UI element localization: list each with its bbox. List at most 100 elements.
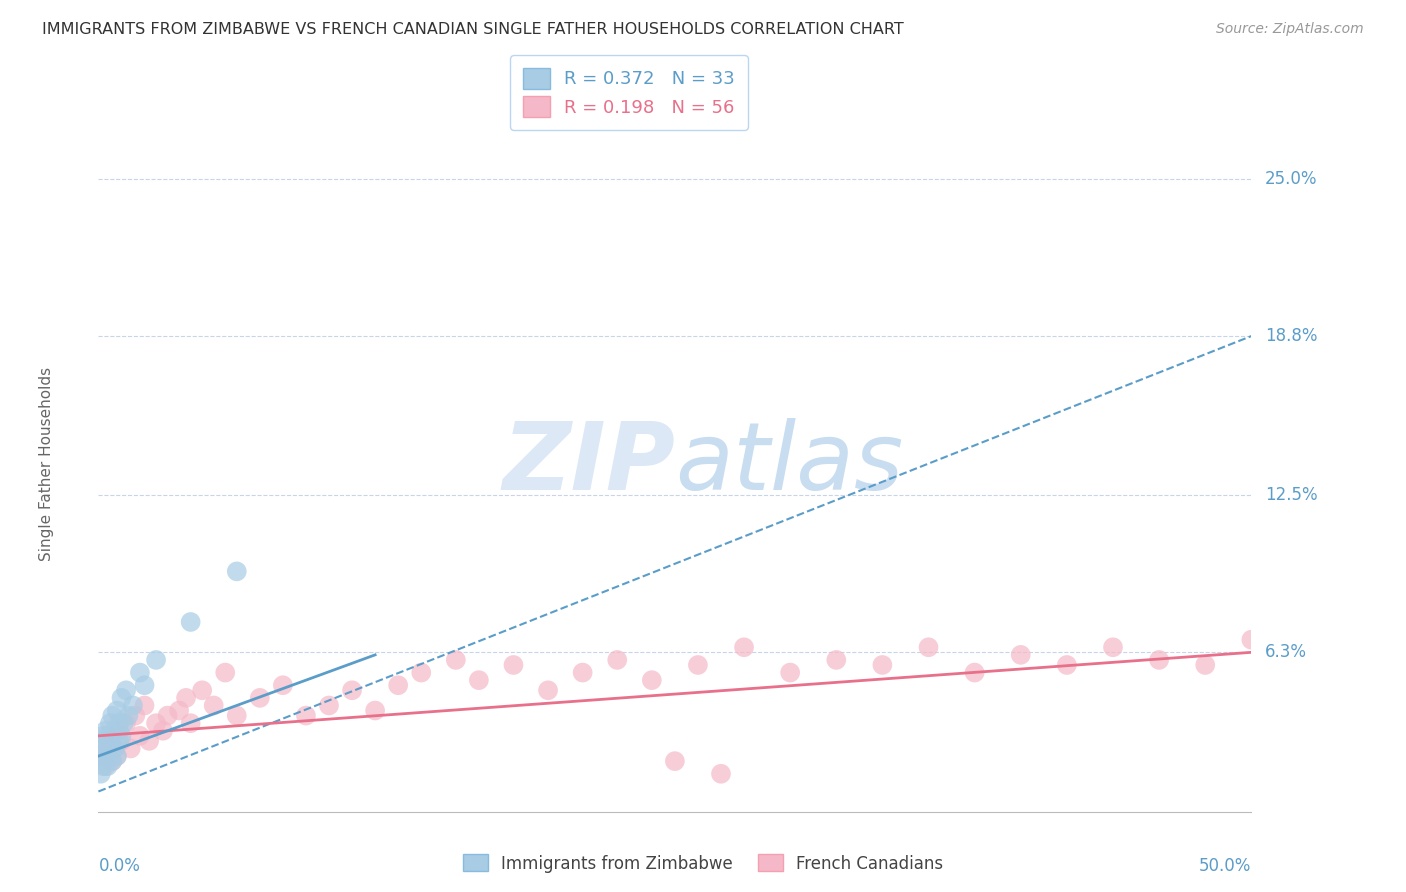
Point — [110, 734, 132, 748]
Point — [115, 716, 138, 731]
Point — [105, 749, 128, 764]
Point — [122, 698, 145, 713]
Legend: Immigrants from Zimbabwe, French Canadians: Immigrants from Zimbabwe, French Canadia… — [456, 847, 950, 880]
Point — [180, 615, 202, 629]
Text: 6.3%: 6.3% — [1265, 643, 1308, 661]
Point — [90, 741, 112, 756]
Point — [105, 749, 128, 764]
Point — [98, 729, 121, 743]
Text: 18.8%: 18.8% — [1265, 327, 1317, 345]
Point — [129, 729, 152, 743]
Point — [103, 741, 125, 756]
Text: IMMIGRANTS FROM ZIMBABWE VS FRENCH CANADIAN SINGLE FATHER HOUSEHOLDS CORRELATION: IMMIGRANTS FROM ZIMBABWE VS FRENCH CANAD… — [42, 22, 904, 37]
Text: 25.0%: 25.0% — [1265, 170, 1317, 188]
Point — [105, 704, 128, 718]
Point — [156, 708, 179, 723]
Point — [606, 653, 628, 667]
Point — [101, 734, 124, 748]
Point — [91, 749, 114, 764]
Point — [145, 716, 167, 731]
Point — [94, 734, 117, 748]
Point — [124, 708, 146, 723]
Point — [1240, 632, 1263, 647]
Point — [214, 665, 236, 680]
Point — [271, 678, 294, 692]
Point — [180, 716, 202, 731]
Point — [641, 673, 664, 688]
Point — [103, 723, 125, 738]
Point — [134, 678, 156, 692]
Point — [686, 657, 709, 672]
Point — [108, 716, 131, 731]
Point — [249, 690, 271, 705]
Point — [97, 759, 120, 773]
Text: Source: ZipAtlas.com: Source: ZipAtlas.com — [1216, 22, 1364, 37]
Point — [1194, 657, 1216, 672]
Point — [733, 640, 755, 655]
Point — [202, 698, 225, 713]
Point — [872, 657, 894, 672]
Point — [129, 665, 152, 680]
Point — [468, 673, 491, 688]
Point — [98, 749, 121, 764]
Point — [1056, 657, 1078, 672]
Point — [101, 754, 124, 768]
Point — [571, 665, 593, 680]
Point — [917, 640, 939, 655]
Point — [90, 741, 112, 756]
Point — [191, 683, 214, 698]
Point — [98, 716, 121, 731]
Point — [103, 741, 125, 756]
Point — [134, 698, 156, 713]
Point — [94, 723, 117, 738]
Point — [340, 683, 363, 698]
Point — [664, 754, 686, 768]
Point — [94, 754, 117, 768]
Point — [1010, 648, 1032, 662]
Point — [101, 708, 124, 723]
Point — [825, 653, 848, 667]
Text: 0.0%: 0.0% — [98, 857, 141, 875]
Point — [174, 690, 197, 705]
Point — [90, 766, 112, 780]
Point — [1102, 640, 1125, 655]
Point — [225, 565, 247, 579]
Point — [318, 698, 340, 713]
Point — [387, 678, 409, 692]
Point — [167, 704, 190, 718]
Point — [152, 723, 174, 738]
Point — [710, 766, 733, 780]
Point — [138, 734, 160, 748]
Point — [444, 653, 467, 667]
Point — [1147, 653, 1170, 667]
Point — [110, 690, 132, 705]
Point — [115, 683, 138, 698]
Point — [98, 734, 121, 748]
Text: 50.0%: 50.0% — [1199, 857, 1251, 875]
Point — [91, 749, 114, 764]
Text: ZIP: ZIP — [502, 417, 675, 510]
Point — [108, 723, 131, 738]
Point — [108, 734, 131, 748]
Point — [295, 708, 318, 723]
Point — [97, 729, 120, 743]
Point — [101, 754, 124, 768]
Point — [97, 741, 120, 756]
Point — [120, 741, 142, 756]
Point — [112, 716, 135, 731]
Point — [110, 729, 132, 743]
Legend: R = 0.372   N = 33, R = 0.198   N = 56: R = 0.372 N = 33, R = 0.198 N = 56 — [510, 55, 748, 129]
Point — [963, 665, 986, 680]
Point — [91, 759, 114, 773]
Point — [145, 653, 167, 667]
Point — [502, 657, 524, 672]
Point — [91, 729, 114, 743]
Text: Single Father Households: Single Father Households — [39, 367, 53, 561]
Text: atlas: atlas — [675, 418, 903, 509]
Point — [225, 708, 247, 723]
Text: 12.5%: 12.5% — [1265, 486, 1317, 505]
Point — [537, 683, 560, 698]
Point — [364, 704, 387, 718]
Point — [94, 759, 117, 773]
Point — [411, 665, 433, 680]
